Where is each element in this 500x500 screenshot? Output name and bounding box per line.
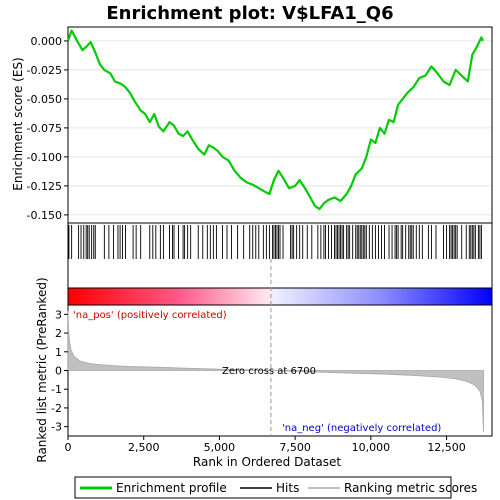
es-tick-label: -0.050	[27, 93, 62, 106]
metric-tick-label: 3	[55, 308, 62, 321]
heat-bar	[67, 287, 493, 306]
x-tick-label: 12,500	[427, 441, 466, 454]
metric-tick-label: 1	[55, 346, 62, 359]
enrichment-profile-line	[66, 29, 484, 211]
x-tick-label: 2,500	[128, 441, 160, 454]
x-tick-label: 10,000	[352, 441, 391, 454]
es-tick-label: -0.125	[27, 180, 62, 193]
es-tick-label: -0.025	[27, 64, 62, 77]
es-tick-label: -0.100	[27, 151, 62, 164]
x-tick-label: 5,000	[204, 441, 236, 454]
es-plot-frame	[67, 26, 493, 224]
pos-correlated-label: 'na_pos' (positively correlated)	[73, 310, 227, 321]
neg-correlated-label: 'na_neg' (negatively correlated)	[282, 423, 441, 434]
legend-label-ranking: Ranking metric scores	[344, 481, 477, 495]
x-tick-label: 0	[65, 441, 72, 454]
es-tick-label: 0.000	[31, 35, 63, 48]
metric-tick-label: -2	[51, 402, 62, 415]
zero-cross-label: Zero cross at 6700	[222, 366, 316, 377]
metric-axis-label: Ranked list metric (PreRanked)	[35, 277, 49, 462]
metric-tick-label: 0	[55, 365, 62, 378]
rank-heatmap-bar	[67, 287, 493, 306]
es-tick-label: -0.075	[27, 122, 62, 135]
x-tick-label: 7,500	[279, 441, 311, 454]
hits-panel	[67, 222, 493, 289]
metric-tick-label: -3	[51, 421, 62, 434]
legend-label-hits: Hits	[276, 481, 299, 495]
es-axis-label: Enrichment score (ES)	[11, 57, 25, 190]
legend-label-enrichment: Enrichment profile	[116, 481, 227, 495]
legend: Enrichment profile Hits Ranking metric s…	[74, 476, 477, 499]
ranking-metric-area	[67, 310, 484, 433]
x-axis-label: Rank in Ordered Dataset	[193, 455, 341, 469]
es-tick-label: -0.150	[27, 209, 62, 222]
metric-tick-label: 2	[55, 327, 62, 340]
chart-title: Enrichment plot: V$LFA1_Q6	[106, 3, 393, 24]
metric-tick-label: -1	[51, 383, 62, 396]
es-panel: 0.000 -0.025 -0.050 -0.075 -0.100 -0.125 -0.15…	[27, 26, 493, 224]
